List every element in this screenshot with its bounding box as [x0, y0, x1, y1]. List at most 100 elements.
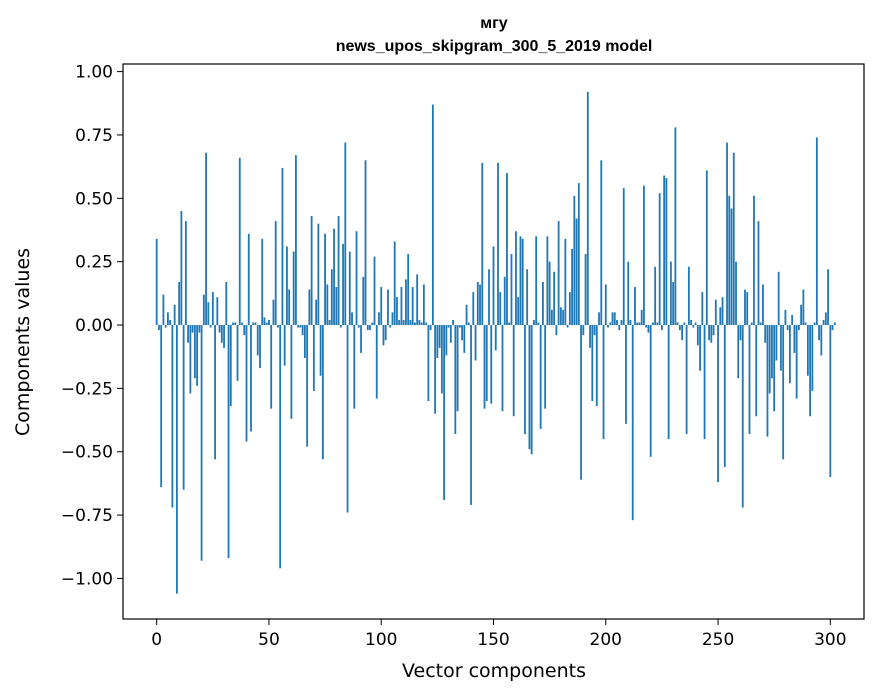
bar-component-267 — [755, 325, 758, 417]
bar-component-6 — [169, 319, 172, 326]
bar-component-197 — [598, 312, 600, 326]
bar-component-182 — [564, 238, 567, 326]
bar-component-210 — [627, 261, 630, 326]
bar-component-228 — [667, 325, 670, 440]
bar-component-152 — [497, 162, 499, 326]
bar-component-296 — [820, 325, 823, 356]
bar-component-164 — [524, 325, 526, 434]
bar-component-276 — [775, 325, 778, 361]
bar-component-214 — [636, 322, 639, 326]
bar-component-157 — [508, 322, 511, 326]
y-tick-label: 0.75 — [75, 126, 113, 146]
bar-series — [155, 91, 836, 594]
bar-component-130 — [447, 325, 450, 328]
y-tick-label: −0.50 — [61, 443, 113, 463]
bar-component-57 — [283, 325, 286, 366]
bar-component-211 — [629, 319, 632, 326]
bar-component-21 — [202, 294, 205, 326]
bar-component-124 — [434, 325, 437, 414]
bar-component-158 — [510, 254, 513, 326]
bar-component-155 — [503, 276, 506, 326]
bar-component-149 — [490, 325, 493, 404]
bar-component-111 — [405, 279, 407, 326]
bar-component-114 — [411, 287, 414, 326]
bar-component-150 — [492, 246, 495, 326]
bar-component-96 — [371, 322, 374, 326]
bar-component-133 — [454, 325, 457, 434]
bar-component-86 — [348, 251, 351, 326]
y-axis-ticks: 1.00 0.75 0.50 0.25 0.00 −0.25 −0.50 −0.75 −1.00 — [61, 63, 123, 589]
bar-component-225 — [661, 325, 663, 331]
bar-component-235 — [683, 322, 686, 326]
bar-component-74 — [321, 325, 324, 460]
bar-component-43 — [252, 322, 255, 326]
bar-component-172 — [542, 281, 544, 326]
bar-component-257 — [732, 152, 735, 326]
bar-component-288 — [802, 289, 805, 326]
x-tick-label: 200 — [590, 630, 622, 650]
chart-title-line2: news_upos_skipgram_300_5_2019 model — [336, 38, 653, 55]
bar-component-201 — [607, 325, 609, 328]
bar-component-89 — [355, 231, 358, 326]
bar-component-143 — [476, 281, 479, 326]
bar-component-219 — [647, 325, 650, 333]
bar-component-191 — [584, 254, 587, 326]
plot-area-frame — [122, 63, 865, 620]
bar-component-271 — [764, 325, 767, 343]
bar-component-97 — [373, 256, 376, 326]
bar-component-119 — [422, 284, 425, 326]
bar-component-59 — [288, 289, 291, 326]
bar-component-55 — [279, 325, 282, 569]
bar-component-69 — [310, 216, 313, 326]
bar-component-121 — [427, 325, 430, 402]
bar-component-262 — [744, 289, 746, 326]
bar-component-50 — [268, 319, 270, 326]
bar-component-247 — [710, 325, 713, 343]
x-axis-label: Vector components — [402, 660, 586, 682]
bar-component-180 — [559, 307, 562, 326]
bar-component-190 — [582, 325, 585, 336]
x-tick-label: 150 — [477, 630, 509, 650]
bar-component-206 — [618, 325, 621, 331]
bar-component-125 — [436, 325, 439, 358]
bar-component-46 — [259, 325, 261, 369]
bar-component-282 — [789, 325, 791, 384]
bar-component-281 — [786, 325, 789, 331]
bar-component-127 — [440, 325, 443, 394]
bar-component-0 — [155, 238, 158, 326]
bar-component-12 — [182, 325, 185, 490]
bar-component-177 — [553, 271, 556, 326]
bar-component-256 — [730, 208, 733, 326]
bar-component-185 — [571, 249, 573, 326]
bar-component-151 — [494, 325, 497, 351]
bar-component-24 — [209, 325, 212, 328]
bar-component-248 — [712, 325, 715, 336]
bar-component-292 — [811, 325, 814, 391]
bar-component-90 — [357, 325, 360, 328]
bar-component-241 — [696, 325, 699, 346]
bar-component-10 — [178, 281, 181, 326]
bar-component-93 — [364, 160, 367, 326]
y-axis-label: Components values — [12, 248, 34, 436]
bar-component-293 — [813, 322, 816, 326]
bar-component-120 — [425, 322, 428, 326]
bar-component-2 — [160, 325, 163, 488]
bar-component-301 — [831, 325, 834, 331]
bar-component-132 — [452, 319, 454, 326]
bar-component-215 — [638, 322, 641, 326]
bar-component-141 — [472, 292, 475, 326]
bar-component-31 — [225, 281, 228, 326]
bar-component-254 — [726, 142, 728, 326]
bar-component-29 — [220, 325, 223, 343]
y-tick-label: 1.00 — [75, 63, 113, 83]
bar-component-110 — [402, 319, 405, 326]
y-tick-label: 0.50 — [75, 189, 113, 209]
bar-component-49 — [265, 322, 268, 326]
bar-component-163 — [521, 238, 524, 326]
bar-component-68 — [308, 289, 311, 326]
bar-component-240 — [694, 322, 697, 326]
bar-component-146 — [483, 325, 486, 409]
bar-component-233 — [678, 325, 681, 331]
bar-component-11 — [180, 210, 183, 326]
bar-component-148 — [488, 269, 490, 326]
